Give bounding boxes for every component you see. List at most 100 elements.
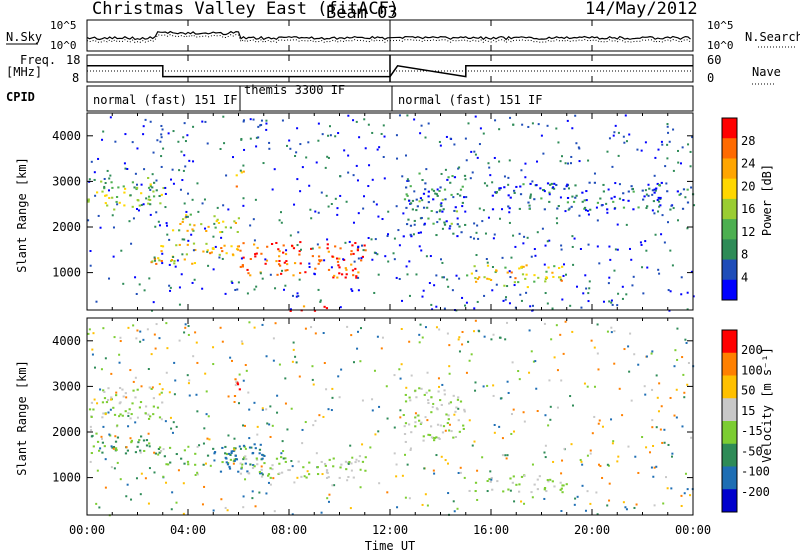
power-cell [476, 224, 479, 227]
velocity-cell [505, 457, 508, 460]
velocity-cell [610, 331, 613, 334]
colorbar-swatch [722, 239, 737, 261]
power-cell [544, 244, 547, 247]
power-cell [546, 124, 549, 127]
velocity-cell [409, 447, 412, 450]
power-cell [457, 167, 460, 170]
power-cell [278, 219, 281, 222]
velocity-cell [441, 431, 445, 434]
power-cell [507, 176, 510, 179]
power-cell [432, 198, 435, 201]
velocity-cell [203, 485, 206, 488]
power-cell [309, 208, 312, 211]
power-cell [588, 181, 591, 184]
power-cell [473, 265, 476, 268]
power-cell [367, 123, 370, 126]
power-cell [546, 182, 550, 185]
power-cell [548, 239, 551, 242]
power-cell [178, 243, 181, 246]
velocity-cell [356, 330, 359, 333]
power-cell [653, 212, 656, 215]
power-cell [236, 288, 239, 291]
power-cell [424, 136, 427, 139]
power-cell [515, 185, 518, 188]
power-cell [97, 214, 100, 217]
power-cell [136, 183, 139, 186]
power-cell [438, 140, 441, 143]
velocity-cell [308, 473, 311, 476]
velocity-cell [158, 337, 161, 340]
velocity-cell [230, 359, 233, 362]
velocity-cell [476, 469, 479, 472]
velocity-cell [150, 353, 153, 356]
velocity-cell [114, 447, 118, 450]
power-cell [573, 237, 576, 240]
velocity-cell [132, 324, 135, 327]
velocity-cell [531, 496, 534, 499]
power-cell [347, 171, 350, 174]
velocity-cell [457, 407, 460, 410]
velocity-cell [420, 387, 423, 390]
velocity-cell [468, 419, 471, 422]
power-cell [181, 179, 184, 182]
power-cell [546, 240, 549, 243]
power-cell [575, 194, 578, 197]
velocity-cell [371, 398, 374, 401]
velocity-cell [486, 384, 489, 387]
power-cell [289, 147, 292, 150]
power-cell [528, 204, 531, 207]
velocity-cell [322, 332, 325, 335]
velocity-cell [429, 425, 433, 428]
velocity-cell [242, 458, 245, 461]
velocity-cell [419, 323, 422, 326]
power-cell [265, 259, 269, 262]
velocity-cell [314, 332, 317, 335]
power-cell [329, 134, 332, 137]
velocity-cell [428, 389, 431, 392]
power-cell [143, 168, 146, 171]
power-cell [262, 162, 265, 165]
velocity-cell [290, 407, 293, 410]
power-cell [436, 194, 439, 197]
power-cell [409, 185, 412, 188]
velocity-cell [148, 442, 151, 445]
velocity-cell [532, 360, 535, 363]
power-cell [382, 155, 385, 158]
velocity-cell [212, 363, 215, 366]
colorbar-tick-label: -200 [741, 485, 770, 499]
power-cell [168, 284, 171, 287]
power-cell [684, 196, 687, 199]
power-cell [161, 128, 164, 131]
velocity-cell [673, 414, 676, 417]
velocity-cell [437, 390, 440, 393]
velocity-cell [242, 506, 245, 509]
velocity-cell [233, 448, 236, 451]
power-cell [527, 125, 530, 128]
velocity-cell [119, 340, 122, 343]
power-cell [149, 213, 152, 216]
power-cell [281, 119, 284, 122]
velocity-cell [606, 504, 609, 507]
power-cell [352, 252, 355, 255]
power-cell [104, 182, 107, 185]
power-cell [207, 225, 210, 228]
power-cell [351, 289, 354, 292]
velocity-cell [436, 423, 440, 426]
velocity-cell [559, 481, 562, 484]
power-cell [513, 284, 516, 287]
velocity-cell [144, 405, 148, 408]
velocity-cell [291, 513, 294, 516]
power-cell [315, 161, 318, 164]
power-cell [471, 171, 474, 174]
velocity-cell [284, 460, 287, 463]
velocity-cell [88, 328, 91, 331]
power-cell [377, 273, 380, 276]
velocity-cell [226, 463, 230, 466]
velocity-cell [314, 419, 317, 422]
power-cell [506, 285, 509, 288]
power-cell [441, 227, 444, 230]
velocity-cell [356, 347, 359, 350]
power-cell [431, 188, 434, 191]
velocity-cell [254, 447, 257, 450]
